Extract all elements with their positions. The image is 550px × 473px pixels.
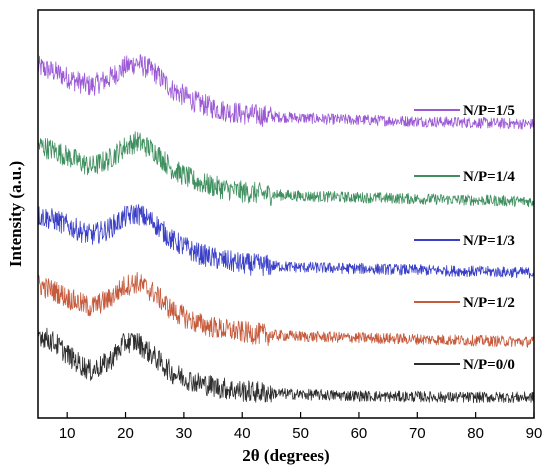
x-tick-label-1: 20 <box>117 425 134 442</box>
legend: N/P=1/5 N/P=1/4 N/P=1/3 N/P=1/2 N/P=0/0 <box>414 103 515 373</box>
legend-label-2: N/P=1/3 <box>463 233 515 249</box>
plot-lines <box>37 54 535 404</box>
x-tick-label-7: 80 <box>467 425 484 442</box>
x-tick-label-8: 90 <box>526 425 543 442</box>
x-tick-label-4: 50 <box>292 425 309 442</box>
x-axis-label: 2θ (degrees) <box>242 446 329 465</box>
legend-label-1: N/P=1/4 <box>463 169 515 185</box>
x-tick-label-6: 70 <box>409 425 426 442</box>
x-tick-label-5: 60 <box>351 425 368 442</box>
legend-label-4: N/P=0/0 <box>463 357 515 373</box>
x-tick-label-0: 10 <box>59 425 76 442</box>
x-axis-ticks: 10 20 30 40 50 60 70 80 90 <box>59 412 543 442</box>
series-line-1 <box>37 131 535 208</box>
series-line-0 <box>37 54 535 130</box>
plot-frame <box>37 9 535 419</box>
series-line-4 <box>37 326 535 404</box>
y-axis-label: Intensity (a.u.) <box>6 161 25 267</box>
series-line-2 <box>37 204 535 279</box>
x-tick-label-3: 40 <box>234 425 251 442</box>
legend-label-0: N/P=1/5 <box>463 103 515 119</box>
legend-label-3: N/P=1/2 <box>463 295 515 311</box>
series-line-3 <box>37 271 535 348</box>
x-tick-label-2: 30 <box>176 425 193 442</box>
